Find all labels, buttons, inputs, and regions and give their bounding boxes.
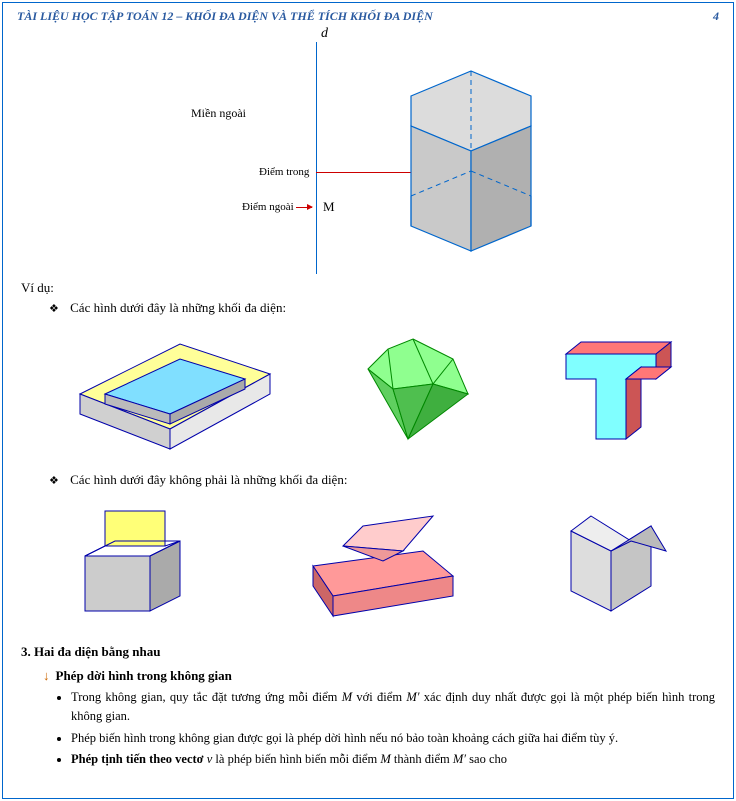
bullet-3: Phép tịnh tiến theo vectơ v là phép biến… (71, 750, 715, 769)
section-3-heading: 3. Hai đa diện bằng nhau (21, 644, 715, 660)
header-title: TÀI LIỆU HỌC TẬP TOÁN 12 – KHỐI ĐA DIỆN … (17, 9, 433, 24)
polyhedra-row (21, 324, 715, 454)
page-header: TÀI LIỆU HỌC TẬP TOÁN 12 – KHỐI ĐA DIỆN … (3, 3, 733, 26)
non-polyhedra-text: Các hình dưới đây không phải là những kh… (49, 472, 715, 488)
t-shape-icon (546, 324, 686, 454)
bullet-1: Trong không gian, quy tắc đặt tương ứng … (71, 688, 715, 726)
open-box-icon (55, 496, 205, 626)
gem-shape-icon (338, 324, 488, 454)
wedge-shape-icon (273, 496, 473, 626)
document-page: TÀI LIỆU HỌC TẬP TOÁN 12 – KHỐI ĐA DIỆN … (2, 2, 734, 799)
outside-region-label: Miền ngoài (191, 106, 246, 121)
top-diagram: d Miền ngoài Điểm trong Điểm ngoài M N (21, 26, 715, 276)
outside-point-label: Điểm ngoài (242, 201, 294, 213)
frame-shape-icon (50, 324, 280, 454)
page-content: d Miền ngoài Điểm trong Điểm ngoài M N (3, 26, 733, 769)
page-number: 4 (713, 9, 719, 24)
subsection-heading: Phép dời hình trong không gian (43, 668, 715, 684)
example-label: Ví dụ: (21, 280, 715, 296)
bullet-2: Phép biến hình trong không gian được gọi… (71, 729, 715, 748)
point-m-label: M (323, 199, 335, 215)
folded-planes-icon (541, 496, 681, 626)
d-axis-label: d (321, 26, 328, 42)
hexagonal-prism-icon (361, 56, 581, 266)
arrow-to-m (296, 207, 312, 208)
bullet-list: Trong không gian, quy tắc đặt tương ứng … (71, 688, 715, 769)
d-line (316, 42, 317, 274)
non-polyhedra-row (21, 496, 715, 626)
polyhedra-examples-text: Các hình dưới đây là những khối đa diện: (49, 300, 715, 316)
inside-point-label: Điểm trong (259, 166, 309, 178)
